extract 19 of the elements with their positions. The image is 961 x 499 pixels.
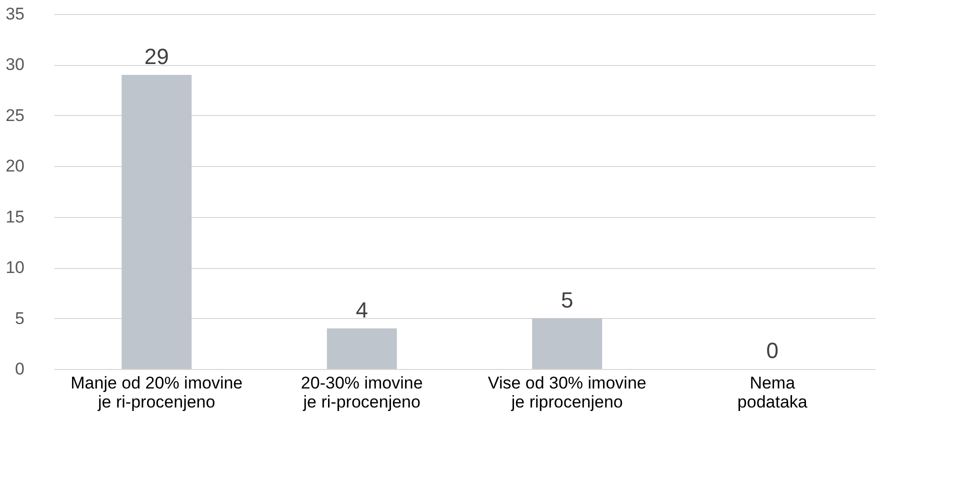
data-label: 5 bbox=[561, 287, 574, 312]
y-tick-label: 20 bbox=[6, 156, 24, 176]
x-tick-label: Nema podataka bbox=[737, 374, 808, 412]
y-tick-label: 35 bbox=[6, 4, 24, 24]
y-tick-label: 30 bbox=[6, 55, 24, 74]
y-tick-label: 10 bbox=[6, 258, 24, 278]
y-tick-label: 25 bbox=[6, 106, 24, 125]
y-tick-label: 5 bbox=[15, 308, 24, 328]
x-tick-label: Vise od 30% imovine je riprocenjeno bbox=[488, 374, 646, 412]
bar bbox=[532, 318, 602, 369]
data-label: 0 bbox=[766, 338, 778, 363]
bar bbox=[326, 328, 397, 369]
bar bbox=[122, 74, 192, 369]
y-tick-label: 15 bbox=[6, 207, 24, 226]
y-tick-label: 0 bbox=[15, 360, 24, 378]
x-tick-label: 20-30% imovine je ri-procenjeno bbox=[300, 374, 423, 412]
data-label: 4 bbox=[356, 297, 368, 322]
data-label: 29 bbox=[144, 44, 169, 69]
x-tick-label: Manje od 20% imovine je ri-procenjeno bbox=[70, 374, 243, 412]
